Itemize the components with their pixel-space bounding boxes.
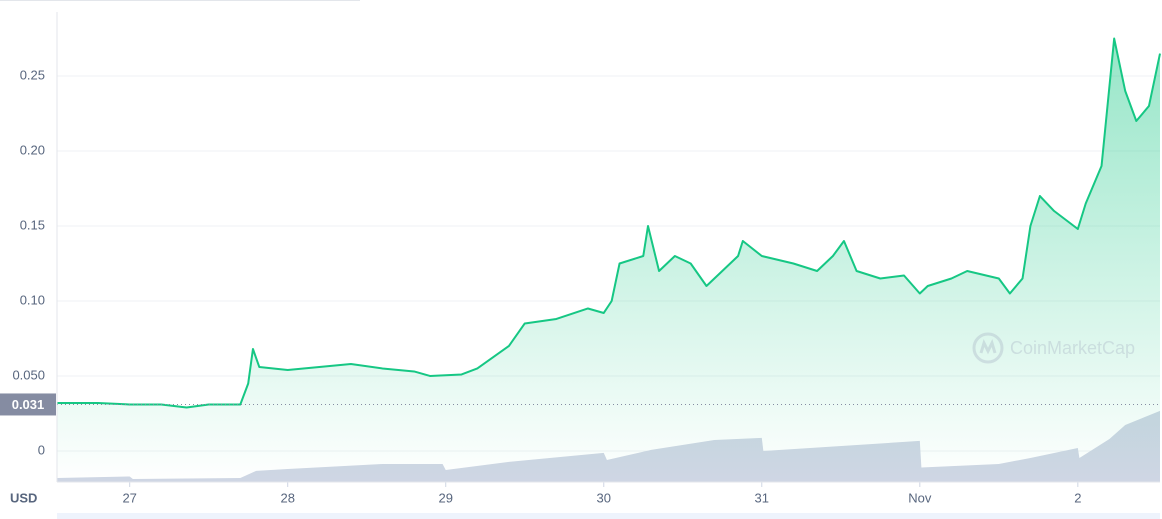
range-strip xyxy=(57,513,1160,519)
x-tick-label: 27 xyxy=(122,490,136,505)
logo-mark xyxy=(979,338,997,355)
y-tick-label: 0.050 xyxy=(12,367,45,382)
x-tick-label: 30 xyxy=(597,490,611,505)
logo xyxy=(972,332,1004,364)
x-tick-label: 28 xyxy=(280,490,294,505)
price-line xyxy=(57,37,1161,409)
y-tick-label: 0.10 xyxy=(20,292,45,307)
y-tick-label: 0.15 xyxy=(20,217,45,232)
x-tick-label: Nov xyxy=(908,490,932,505)
x-tick-label: 2 xyxy=(1074,490,1081,505)
reference-label: 0.031 xyxy=(12,397,45,412)
watermark: CoinMarketCap xyxy=(972,332,1135,364)
y-tick-label: 0 xyxy=(38,442,45,457)
price-area xyxy=(57,38,1160,483)
y-tick-label: 0.25 xyxy=(20,67,45,82)
x-tick-label: 29 xyxy=(439,490,453,505)
watermark-text: CoinMarketCap xyxy=(1010,338,1135,358)
x-tick-label: 31 xyxy=(755,490,769,505)
unit-label: USD xyxy=(10,490,37,505)
y-tick-label: 0.20 xyxy=(20,142,45,157)
reference-label-box xyxy=(0,393,56,416)
